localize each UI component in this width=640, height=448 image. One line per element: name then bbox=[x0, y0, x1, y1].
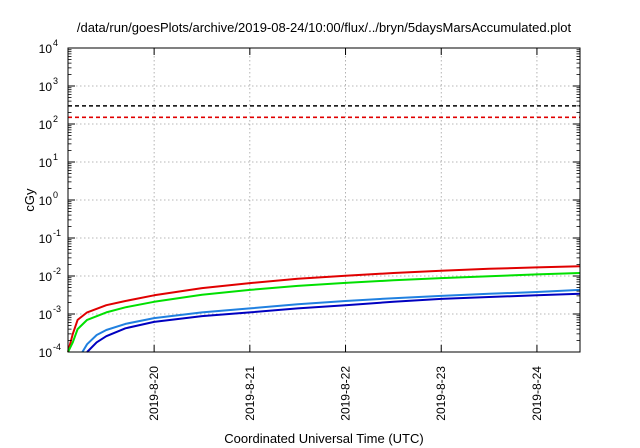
y-tick-label: 10 bbox=[39, 194, 53, 208]
x-tick-label: 2019-8-23 bbox=[434, 366, 448, 421]
y-tick-base: 10 bbox=[39, 270, 53, 284]
y-tick-exponent: -1 bbox=[53, 228, 61, 238]
y-tick-label: 10 bbox=[39, 232, 53, 246]
y-tick-exponent: 4 bbox=[53, 38, 58, 48]
y-tick-base: 10 bbox=[39, 308, 53, 322]
reference-lines bbox=[68, 105, 580, 119]
series-line bbox=[67, 272, 581, 353]
y-axis-label: cGy bbox=[22, 188, 37, 212]
y-tick-base: 10 bbox=[39, 232, 53, 246]
y-tick-label: 10 bbox=[39, 118, 53, 132]
y-tick-base: 10 bbox=[39, 346, 53, 360]
y-tick-label: 10 bbox=[39, 42, 53, 56]
data-series bbox=[67, 265, 581, 353]
y-tick-label: 10 bbox=[39, 270, 53, 284]
y-tick-label: 10 bbox=[39, 80, 53, 94]
y-tick-exponent: 2 bbox=[53, 114, 58, 124]
y-tick-exponent: -4 bbox=[53, 342, 61, 352]
series-line bbox=[67, 265, 581, 353]
series-line bbox=[86, 292, 581, 353]
x-axis-ticks: 2019-8-20 2019-8-21 2019-8-22 2019-8-23 2019… bbox=[147, 48, 544, 421]
x-axis-label: Coordinated Universal Time (UTC) bbox=[224, 431, 423, 446]
y-tick-label: 10 bbox=[39, 156, 53, 170]
y-tick-exponent: 0 bbox=[53, 190, 58, 200]
x-tick-label: 2019-8-24 bbox=[530, 366, 544, 421]
y-tick-exponent: 1 bbox=[53, 152, 58, 162]
y-tick-exponent: -3 bbox=[53, 304, 61, 314]
x-tick-label: 2019-8-21 bbox=[243, 366, 257, 421]
y-tick-base: 10 bbox=[39, 80, 53, 94]
x-tick-label: 2019-8-22 bbox=[339, 366, 353, 421]
y-tick-base: 10 bbox=[39, 156, 53, 170]
y-tick-base: 10 bbox=[39, 42, 53, 56]
y-tick-label: 10 bbox=[39, 308, 53, 322]
y-tick-label: 10 bbox=[39, 346, 53, 360]
y-tick-exponent: -2 bbox=[53, 266, 61, 276]
y-tick-base: 10 bbox=[39, 194, 53, 208]
chart-title: /data/run/goesPlots/archive/2019-08-24/1… bbox=[77, 20, 572, 35]
series-line bbox=[81, 288, 581, 353]
y-tick-base: 10 bbox=[39, 118, 53, 132]
x-tick-label: 2019-8-20 bbox=[147, 366, 161, 421]
y-tick-exponent: 3 bbox=[53, 76, 58, 86]
